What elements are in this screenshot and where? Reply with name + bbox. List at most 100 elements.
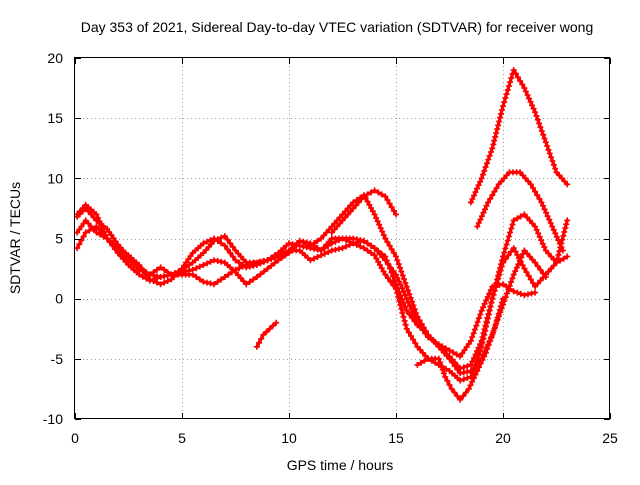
data-point [282, 249, 289, 256]
data-point [514, 289, 521, 296]
data-point [405, 287, 411, 294]
data-point [243, 281, 250, 288]
data-point [518, 254, 525, 261]
data-point [493, 318, 500, 325]
y-tick-label: 10 [47, 170, 63, 186]
series-track-9 [328, 187, 399, 236]
y-axis-label: SDTVAR / TECUs [7, 182, 23, 294]
chart-title: Day 353 of 2021, Sidereal Day-to-day VTE… [81, 19, 594, 35]
data-point [510, 288, 517, 295]
data-point [418, 320, 425, 327]
data-point [545, 146, 552, 153]
data-point [541, 244, 548, 251]
data-point [534, 192, 541, 199]
data-point [498, 263, 505, 270]
data-point [139, 273, 146, 280]
data-point [339, 235, 346, 242]
data-point [495, 310, 502, 317]
x-tick-label: 15 [388, 430, 404, 446]
data-point [307, 240, 314, 247]
data-point [154, 279, 160, 286]
data-point [393, 281, 399, 288]
data-point [397, 292, 404, 299]
data-point [403, 307, 410, 314]
data-point [499, 107, 505, 113]
data-point [446, 355, 453, 362]
data-point [200, 240, 207, 247]
data-point [446, 381, 453, 388]
data-point [524, 92, 531, 98]
data-point [525, 272, 532, 279]
data-point [397, 264, 403, 271]
data-point [394, 285, 401, 291]
data-point [457, 377, 464, 384]
ticks: 0 5 10 15 20 25 -10 -5 0 5 10 15 20 [43, 50, 618, 446]
data-point [477, 216, 484, 223]
data-point [486, 307, 493, 314]
data-point [413, 310, 420, 316]
data-point [164, 278, 171, 284]
data-point [343, 237, 350, 244]
data-point [264, 265, 271, 272]
data-point [478, 307, 485, 314]
data-point [454, 366, 461, 373]
data-point [364, 191, 371, 198]
data-point [501, 99, 508, 106]
data-point [448, 385, 455, 392]
data-point [157, 264, 164, 271]
x-axis-label: GPS time / hours [287, 457, 394, 473]
data-point [467, 199, 474, 206]
data-point [555, 251, 562, 258]
data-point [493, 129, 500, 136]
data-point [537, 266, 544, 273]
data-point [239, 263, 246, 270]
data-point [500, 259, 506, 266]
data-point [519, 81, 526, 88]
data-point [553, 259, 560, 266]
data-point [409, 314, 416, 321]
data-point [264, 257, 271, 264]
data-point [485, 341, 492, 348]
data-point [97, 220, 103, 227]
data-point [481, 331, 488, 338]
data-point [555, 237, 562, 244]
data-point [462, 389, 469, 396]
data-point [544, 143, 551, 149]
data-point [224, 236, 231, 243]
data-point [435, 355, 442, 362]
data-point [229, 253, 236, 260]
data-point [161, 273, 168, 280]
data-point [204, 238, 210, 245]
data-point [486, 152, 493, 159]
data-point [442, 373, 449, 380]
data-point [157, 281, 164, 288]
data-point [487, 195, 494, 202]
data-point [508, 279, 514, 286]
data-point [504, 237, 511, 244]
data-point [221, 242, 228, 249]
data-point [459, 350, 466, 357]
data-point [368, 249, 374, 256]
data-point [564, 181, 571, 188]
data-point [104, 225, 111, 232]
data-point [541, 206, 548, 213]
data-point [371, 252, 378, 259]
axes [74, 57, 610, 419]
series-track-5 [467, 67, 571, 206]
data-point [564, 217, 571, 224]
data-point [474, 319, 481, 325]
data-point [502, 95, 509, 102]
data-point [442, 345, 449, 352]
data-point [454, 393, 461, 400]
data-point [526, 217, 533, 224]
data-point [218, 276, 225, 283]
data-point [527, 98, 534, 105]
data-point [384, 239, 391, 246]
data-point [211, 281, 218, 288]
data-point [505, 83, 512, 90]
data-point [401, 317, 408, 324]
data-point [438, 363, 445, 370]
data-point [553, 233, 560, 240]
data-point [476, 364, 482, 371]
data-point [521, 265, 528, 272]
